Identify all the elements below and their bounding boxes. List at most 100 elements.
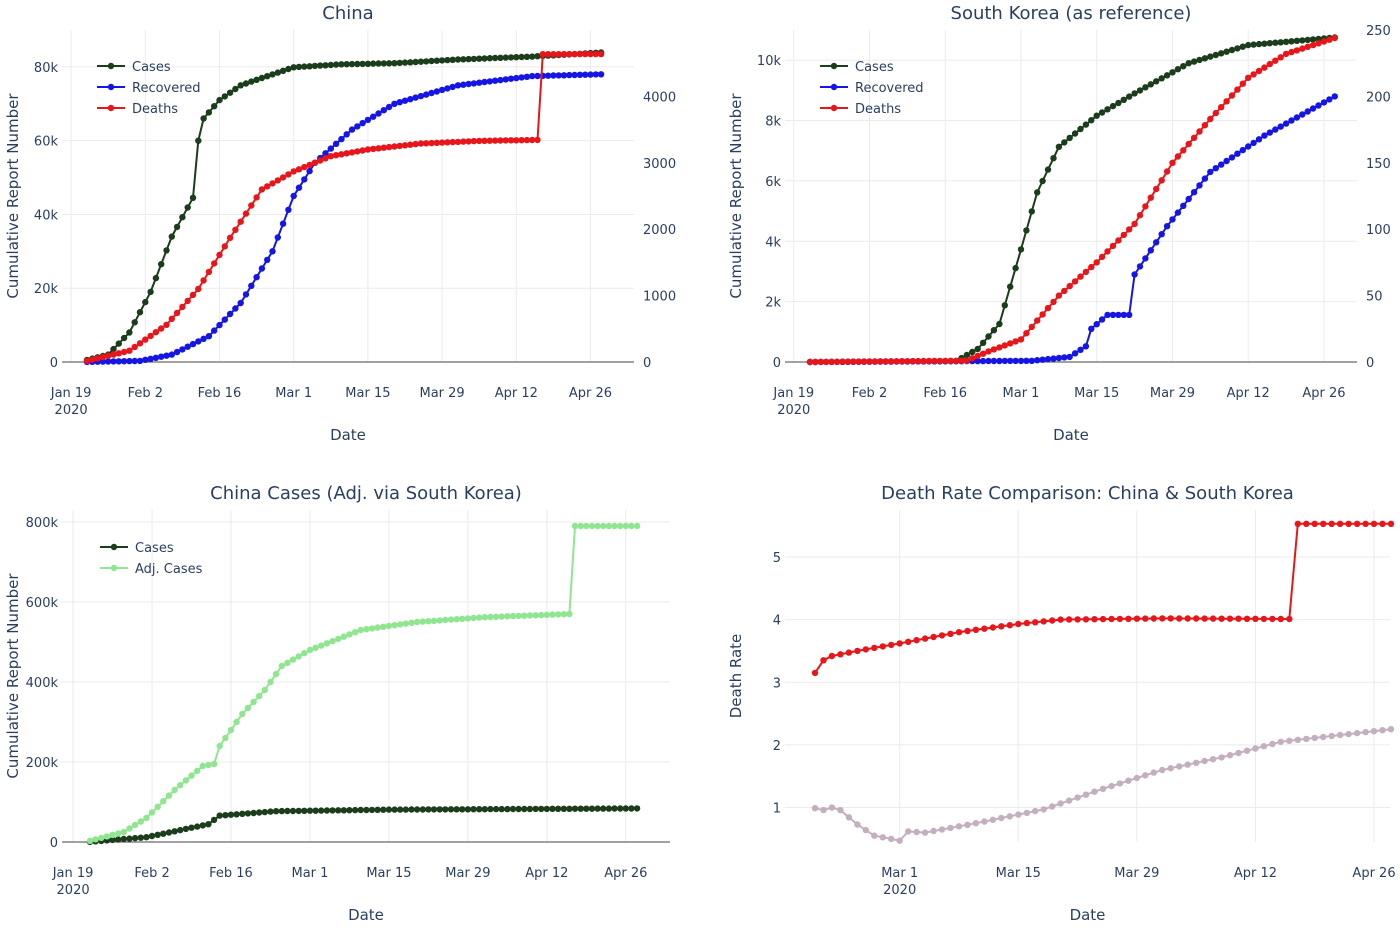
data-point [1012,338,1019,345]
data-point [322,62,329,69]
data-point [290,64,297,71]
data-point [905,828,912,835]
data-point [413,618,421,626]
data-point [1131,90,1138,97]
data-point [958,357,965,364]
data-point [184,343,191,350]
data-point [481,137,488,144]
data-point [1328,520,1335,527]
data-point [329,807,336,814]
data-point [221,93,228,100]
legend-label[interactable]: Cases [132,60,171,75]
data-point [343,131,350,138]
legend[interactable]: Cases Recovered Deaths [820,60,924,117]
data-point [375,145,382,152]
data-point [964,821,971,828]
data-point [628,805,635,812]
data-point [523,53,531,60]
data-point [375,60,382,67]
y-tick-label: 1 [773,802,781,817]
data-point [158,261,165,268]
data-point [417,58,425,65]
x-tick-label: 2020 [57,883,90,898]
data-point [343,150,350,157]
data-point [611,805,618,812]
legend[interactable]: Cases Recovered Deaths [97,60,201,117]
data-point [854,821,861,828]
data-point [1272,57,1279,64]
data-point [408,806,415,813]
data-point [811,805,819,812]
data-point [168,233,175,240]
data-point [380,107,387,114]
data-point [433,88,440,95]
data-point [1147,81,1155,88]
data-point [633,805,641,812]
data-point [1379,727,1386,734]
legend-label[interactable]: Deaths [855,102,901,117]
data-point [1147,247,1155,254]
data-point [1082,343,1090,350]
legend-label[interactable]: Recovered [855,81,924,96]
legend-label[interactable]: Cases [135,541,174,556]
data-point [1272,39,1279,46]
data-point [1088,325,1095,332]
data-point [887,358,895,365]
data-point [523,73,531,81]
data-point [1044,304,1052,312]
data-point [850,358,857,365]
chart-3: Jan 19 2020 Feb 2 Feb 16 Mar 1 Mar 15 Mar 29 Ap… [4,483,670,924]
data-point [1184,615,1191,622]
series-line [814,728,1392,842]
data-point [1066,134,1073,142]
data-point [216,742,223,750]
data-point [1176,763,1183,770]
data-point [1282,50,1290,58]
legend-label[interactable]: Cases [855,60,894,75]
data-point [267,808,274,815]
data-point [491,77,499,84]
data-point [1299,111,1306,118]
data-point [261,808,268,816]
data-point [492,805,500,813]
data-point [1309,36,1317,43]
y-tick-label: 20k [34,282,59,297]
data-point [1133,774,1141,782]
data-point [587,50,594,58]
legend[interactable]: Cases Adj. Cases [100,541,203,577]
data-point [436,806,443,813]
data-point [979,357,987,365]
data-point [256,809,263,816]
data-point [498,613,505,620]
data-point [492,613,500,620]
y2-tick-label: 150 [1366,157,1391,172]
series-3 [806,34,1339,366]
data-point [269,248,276,255]
data-point [200,335,207,342]
data-point [322,150,329,157]
data-point [264,183,271,190]
data-point [1120,311,1128,319]
legend-label[interactable]: Deaths [132,102,178,117]
y-tick-label: 0 [773,356,781,371]
data-point [419,618,426,625]
data-point [364,116,372,124]
data-point [385,143,393,151]
data-point [1159,615,1166,622]
data-point [1218,161,1225,168]
chart-title: China [322,3,373,24]
data-point [1039,356,1046,363]
data-point [428,139,435,147]
legend-label[interactable]: Recovered [132,81,201,96]
data-point [239,810,246,817]
data-point [1158,177,1165,184]
data-point [611,522,618,530]
data-point [1252,615,1259,622]
x-tick-label: Feb 16 [198,386,242,401]
data-point [1245,74,1252,82]
y2-tick-label: 50 [1366,290,1383,305]
data-point [1050,298,1057,306]
y-tick-label: 4k [765,235,781,250]
legend-label[interactable]: Adj. Cases [135,562,203,577]
